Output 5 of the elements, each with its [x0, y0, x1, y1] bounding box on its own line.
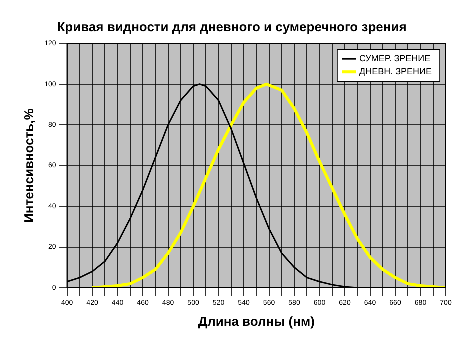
legend-label: СУМЕР. ЗРЕНИЕ	[359, 54, 431, 64]
x-axis-title: Длина волны (нм)	[198, 314, 315, 329]
chart-title: Кривая видности для дневного и сумеречного зрения	[57, 19, 407, 34]
y-axis-title: Интенсивность,%	[21, 108, 36, 223]
legend-label: ДНЕВН. ЗРЕНИЕ	[359, 66, 432, 77]
